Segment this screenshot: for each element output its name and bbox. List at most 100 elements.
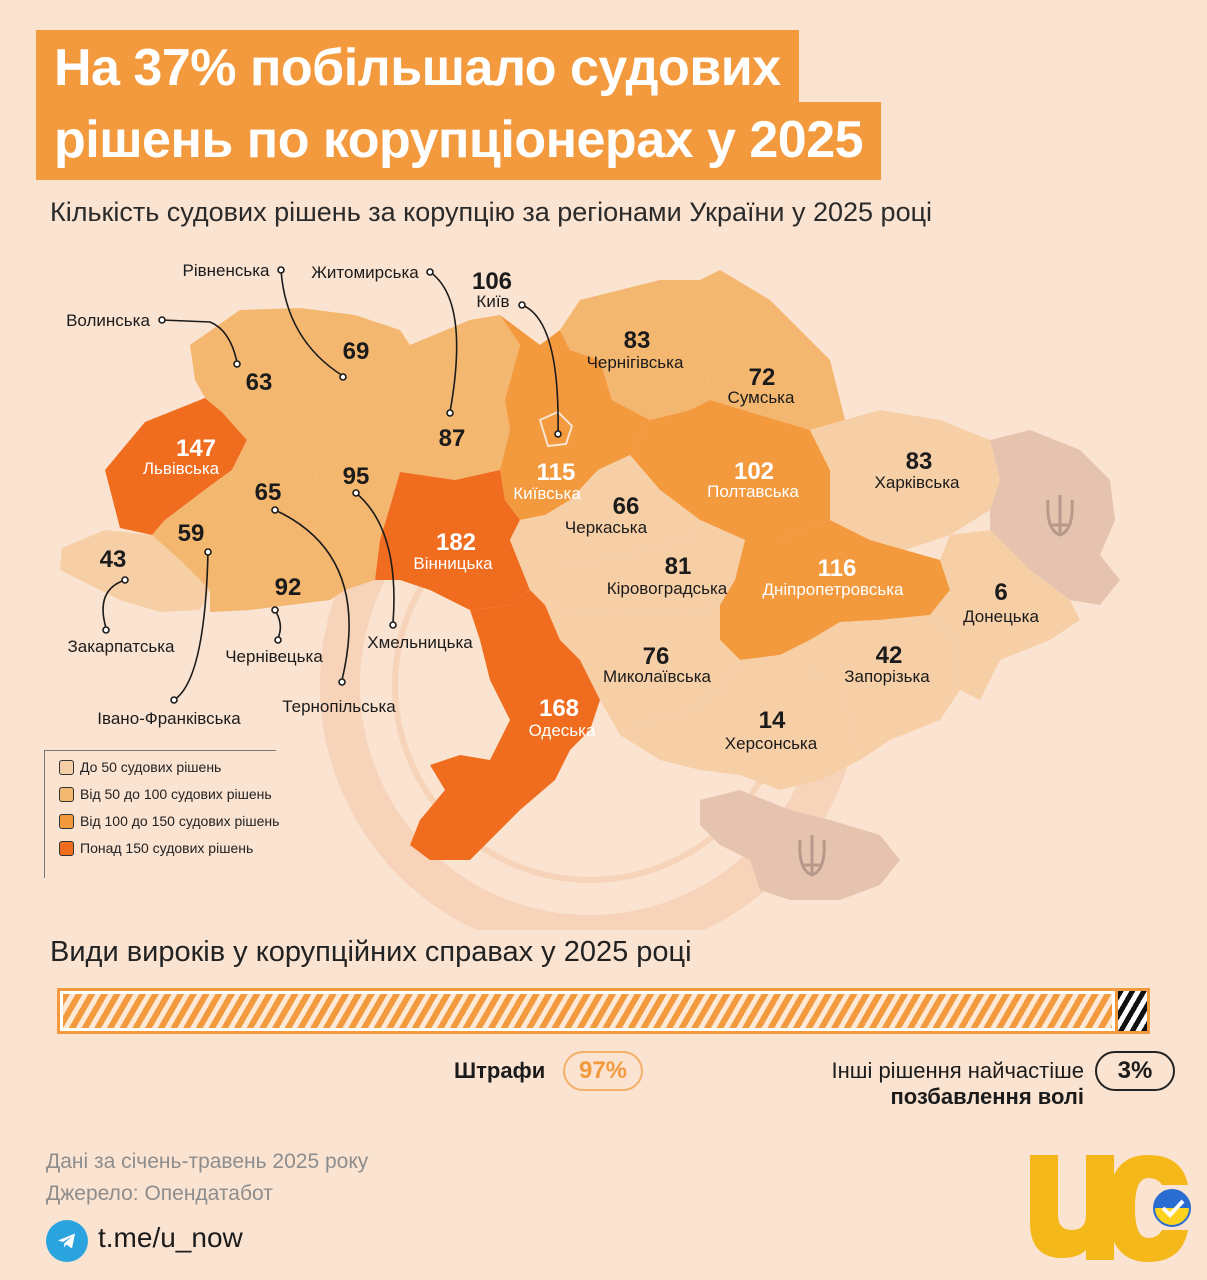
- name-rivne: Рівненська: [182, 261, 270, 280]
- region-shape-zakarpattia: [60, 530, 210, 612]
- region-shape-kyiv-city: [538, 410, 574, 448]
- trident-icon: [798, 835, 826, 877]
- value-rivne: 69: [343, 338, 370, 365]
- value-kyiv-city: 106: [472, 268, 512, 295]
- region-shape-ivano-frankivsk: [152, 470, 245, 590]
- region-shape-cherkasy: [510, 455, 700, 565]
- legend-swatch: [59, 759, 74, 775]
- value-dnipro: 116: [818, 555, 857, 582]
- legend-label: Понад 150 судових рішень: [80, 840, 254, 856]
- name-ternopil: Тернопільська: [282, 697, 396, 716]
- value-kherson: 14: [759, 707, 786, 734]
- other-label-bold: позбавлення волі: [890, 1084, 1084, 1110]
- name-sumy: Сумська: [728, 388, 795, 407]
- legend-label: Від 100 до 150 судових рішень: [80, 813, 280, 829]
- value-kharkiv: 83: [906, 448, 933, 475]
- region-shape-zaporizhzhia: [810, 615, 960, 760]
- name-zaporizhzhia: Запорізька: [844, 667, 930, 686]
- value-cherkasy: 66: [613, 493, 640, 520]
- map-subtitle: Кількість судових рішень за корупцію за …: [50, 197, 933, 227]
- value-mykolaiv: 76: [643, 643, 670, 670]
- region-shape-kherson: [620, 640, 860, 790]
- region-shape-sumy: [700, 270, 845, 430]
- region-shape-zhytomyr: [380, 315, 520, 480]
- name-donetsk: Донецька: [963, 607, 1039, 626]
- fines-value-badge: 97%: [563, 1051, 643, 1091]
- legend-label: До 50 судових рішень: [80, 759, 222, 775]
- legend-item-lowest: До 50 судових рішень: [59, 759, 276, 775]
- region-shape-donetsk: [930, 530, 1080, 700]
- region-shape-rivne: [270, 308, 410, 428]
- region-shape-vinnytsia: [375, 470, 530, 610]
- region-shape-ternopil: [230, 418, 330, 570]
- telegram-link[interactable]: t.me/u_now: [98, 1222, 243, 1253]
- value-zaporizhzhia: 42: [876, 642, 903, 669]
- fines-bar-fill: [63, 994, 1112, 1028]
- value-khmelnytskyi: 95: [343, 463, 370, 490]
- region-shape-dnipro: [720, 520, 950, 660]
- value-kirovohrad: 81: [665, 553, 692, 580]
- other-label-text: Інші рішення найчастіше: [831, 1058, 1084, 1083]
- leader-lines: [102, 266, 562, 704]
- name-cherkasy: Черкаська: [565, 518, 648, 537]
- value-odesa: 168: [539, 695, 579, 722]
- region-shape-lviv: [105, 398, 247, 535]
- name-chernivtsi: Чернівецька: [225, 647, 323, 666]
- title-line-2: рішень по корупціонерах у 2025: [36, 102, 882, 180]
- other-value-badge: 3%: [1095, 1051, 1175, 1091]
- legend-item-mid: Від 100 до 150 судових рішень: [59, 813, 280, 829]
- value-ivano-frankivsk: 59: [178, 520, 205, 547]
- region-shape-volyn: [190, 308, 310, 440]
- legend-item-high: Понад 150 судових рішень: [59, 840, 276, 856]
- name-odesa: Одеська: [529, 721, 596, 740]
- name-dnipro: Дніпропетровська: [762, 580, 904, 599]
- legend-label: Від 50 до 100 судових рішень: [80, 786, 272, 802]
- region-shape-luhansk: [990, 430, 1120, 605]
- region-shape-kyiv-oblast: [500, 315, 650, 520]
- region-shape-odesa: [410, 590, 600, 860]
- legend-swatch: [59, 840, 74, 856]
- name-volyn: Волинська: [66, 311, 150, 330]
- name-kirovohrad: Кіровоградська: [607, 579, 728, 598]
- name-poltava: Полтавська: [707, 482, 799, 501]
- verdicts-bar: [57, 988, 1150, 1034]
- name-kyiv-oblast: Київська: [513, 484, 581, 503]
- map-legend: До 50 судових рішень Від 50 до 100 судов…: [44, 750, 280, 878]
- value-vinnytsia: 182: [436, 529, 476, 556]
- value-zhytomyr: 87: [439, 425, 466, 452]
- region-shape-kirovohrad: [520, 520, 745, 615]
- legend-swatch: [59, 813, 74, 829]
- value-poltava: 102: [734, 458, 774, 485]
- value-sumy: 72: [749, 364, 776, 391]
- name-kyiv-city: Київ: [476, 292, 509, 311]
- value-ternopil: 65: [255, 479, 282, 506]
- telegram-icon[interactable]: [46, 1220, 88, 1262]
- name-ivano-frankivsk: Івано-Франківська: [97, 709, 241, 728]
- trident-icon: [1046, 495, 1074, 537]
- verdicts-title: Види вироків у корупційних справах у 202…: [50, 936, 692, 968]
- value-volyn: 63: [246, 369, 273, 396]
- legend-swatch: [59, 786, 74, 802]
- name-vinnytsia: Вінницька: [413, 554, 493, 573]
- footer-period: Дані за січень-травень 2025 року: [46, 1150, 369, 1173]
- name-kharkiv: Харківська: [875, 473, 960, 492]
- region-shape-mykolaiv: [545, 605, 740, 735]
- legend-item-low: Від 50 до 100 судових рішень: [59, 786, 276, 802]
- footer-source: Джерело: Опендатабот: [46, 1182, 273, 1205]
- value-kyiv-oblast: 115: [537, 459, 576, 486]
- name-khmelnytskyi: Хмельницька: [367, 633, 473, 652]
- name-zakarpattia: Закарпатська: [68, 637, 175, 656]
- value-donetsk: 6: [994, 579, 1007, 606]
- title-line-1: На 37% побільшало судових: [36, 30, 799, 108]
- other-label: Інші рішення найчастіше позбавлення волі: [760, 1058, 1084, 1111]
- region-shape-chernihiv: [560, 280, 720, 420]
- other-bar-fill: [1115, 991, 1147, 1031]
- value-zakarpattia: 43: [100, 546, 127, 573]
- value-chernivtsi: 92: [275, 574, 302, 601]
- fines-label: Штрафи: [454, 1058, 546, 1083]
- us-logo: [1020, 1150, 1200, 1275]
- region-shape-kharkiv: [810, 410, 1000, 550]
- name-zhytomyr: Житомирська: [311, 263, 419, 282]
- ukraine-map: 63 Волинська 69 Рівненська 87 Житомирськ…: [60, 261, 1120, 930]
- value-lviv: 147: [176, 435, 216, 462]
